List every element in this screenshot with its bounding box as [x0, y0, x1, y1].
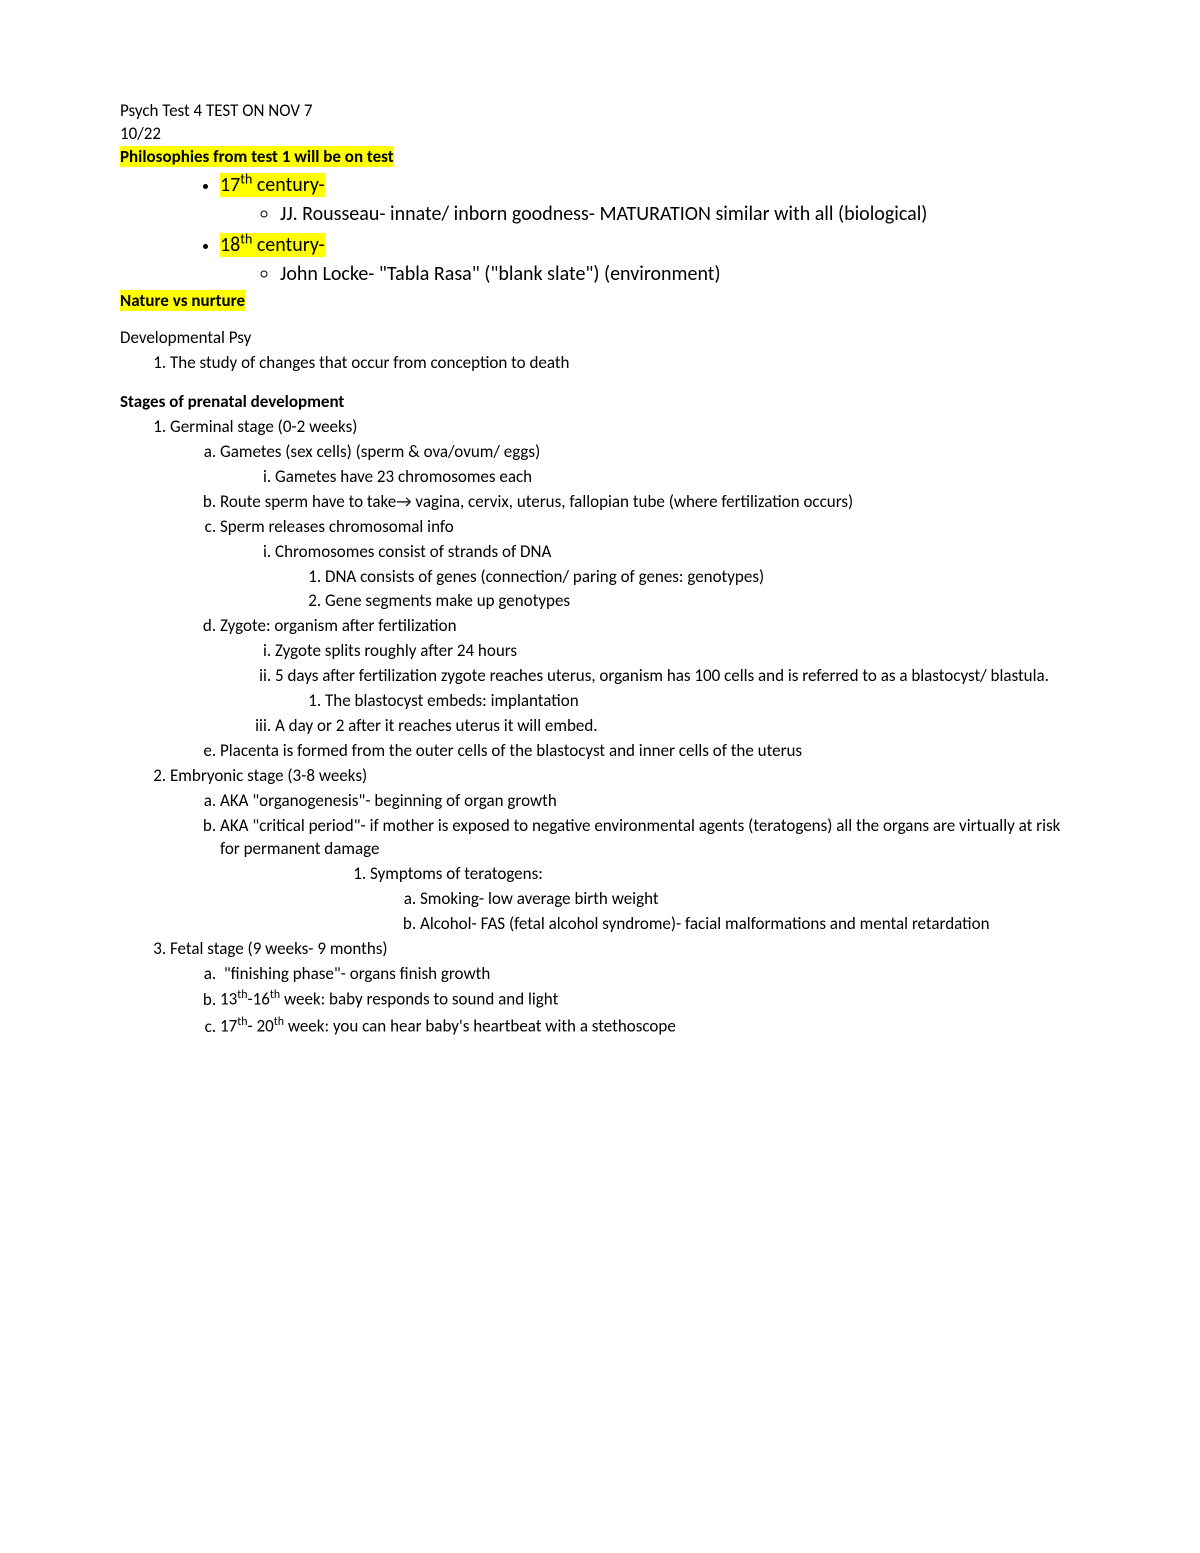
- s1d: Zygote: organism after fertilization Zyg…: [220, 615, 1080, 738]
- s1d-ii-text: 5 days after fertilization zygote reache…: [275, 665, 1049, 686]
- s1d-ii-1: The blastocyst embeds: implantation: [325, 690, 1080, 713]
- philosophies-note: Philosophies from test 1 will be on test: [120, 146, 394, 167]
- s3c-mid: - 20: [247, 1016, 273, 1037]
- stages-heading: Stages of prenatal development: [120, 391, 1080, 414]
- s3a: "finishing phase"- organs finish growth: [220, 963, 1080, 986]
- s1d-iii: A day or 2 after it reaches uterus it wi…: [275, 715, 1080, 738]
- s2b-1-text: Symptoms of teratogens:: [370, 863, 543, 884]
- century-17-item: 17th century- JJ. Rousseau- innate/ inbo…: [220, 171, 1080, 229]
- c18-sub: John Locke- "Tabla Rasa" ("blank slate")…: [280, 261, 1080, 288]
- s1d-i: Zygote splits roughly after 24 hours: [275, 640, 1080, 663]
- s1c: Sperm releases chromosomal info Chromoso…: [220, 516, 1080, 614]
- s1a: Gametes (sex cells) (sperm & ova/ovum/ e…: [220, 441, 1080, 489]
- devpsy-heading: Developmental Psy: [120, 327, 1080, 350]
- s1c-i-text: Chromosomes consist of strands of DNA: [275, 541, 551, 562]
- s2b-1: Symptoms of teratogens: Smoking- low ave…: [370, 863, 1080, 936]
- s3b-post: week: baby responds to sound and light: [280, 989, 558, 1010]
- stage-1-label: Germinal stage (0-2 weeks): [170, 416, 357, 437]
- s1c-i: Chromosomes consist of strands of DNA DN…: [275, 541, 1080, 614]
- s2b-1a: Smoking- low average birth weight: [420, 888, 1080, 911]
- stage-3: Fetal stage (9 weeks- 9 months) "finishi…: [170, 938, 1080, 1039]
- stage-1: Germinal stage (0-2 weeks) Gametes (sex …: [170, 416, 1080, 763]
- c17-suffix: century-: [252, 173, 324, 197]
- stage-2: Embryonic stage (3-8 weeks) AKA "organog…: [170, 765, 1080, 936]
- doc-title: Psych Test 4 TEST ON NOV 7: [120, 100, 1080, 123]
- s1c-text: Sperm releases chromosomal info: [220, 516, 454, 537]
- s1e: Placenta is formed from the outer cells …: [220, 740, 1080, 763]
- s1a-i: Gametes have 23 chromosomes each: [275, 466, 1080, 489]
- c17-sub: JJ. Rousseau- innate/ inborn goodness- M…: [280, 201, 1080, 228]
- s1b: Route sperm have to take→ vagina, cervix…: [220, 491, 1080, 514]
- century-18-item: 18th century- John Locke- "Tabla Rasa" (…: [220, 230, 1080, 288]
- s1a-text: Gametes (sex cells) (sperm & ova/ovum/ e…: [220, 441, 540, 462]
- c17-num: 17: [220, 173, 240, 197]
- s3b-mid: -16: [247, 989, 269, 1010]
- c18-suffix: century-: [252, 233, 324, 257]
- devpsy-item-1: The study of changes that occur from con…: [170, 352, 1080, 375]
- s2b: AKA "critical period"- if mother is expo…: [220, 815, 1080, 936]
- s1c-i-1: DNA consists of genes (connection/ parin…: [325, 566, 1080, 589]
- c18-num: 18: [220, 233, 240, 257]
- stage-2-label: Embryonic stage (3-8 weeks): [170, 765, 367, 786]
- s3b: 13th-16th week: baby responds to sound a…: [220, 987, 1080, 1012]
- nature-vs-nurture: Nature vs nurture: [120, 290, 245, 311]
- s3b-pre: 13: [220, 989, 237, 1010]
- s3c-post: week: you can hear baby's heartbeat with…: [284, 1016, 676, 1037]
- doc-date: 10/22: [120, 123, 1080, 146]
- s2b-text: AKA "critical period"- if mother is expo…: [220, 815, 1060, 859]
- s1d-text: Zygote: organism after fertilization: [220, 615, 457, 636]
- s2b-1b: Alcohol- FAS (fetal alcohol syndrome)- f…: [420, 913, 1080, 936]
- s2a: AKA "organogenesis"- beginning of organ …: [220, 790, 1080, 813]
- s3c: 17th- 20th week: you can hear baby's hea…: [220, 1014, 1080, 1039]
- s1c-i-2: Gene segments make up genotypes: [325, 590, 1080, 613]
- s1d-ii: 5 days after fertilization zygote reache…: [275, 665, 1080, 713]
- stage-3-label: Fetal stage (9 weeks- 9 months): [170, 938, 388, 959]
- s3c-pre: 17: [220, 1016, 237, 1037]
